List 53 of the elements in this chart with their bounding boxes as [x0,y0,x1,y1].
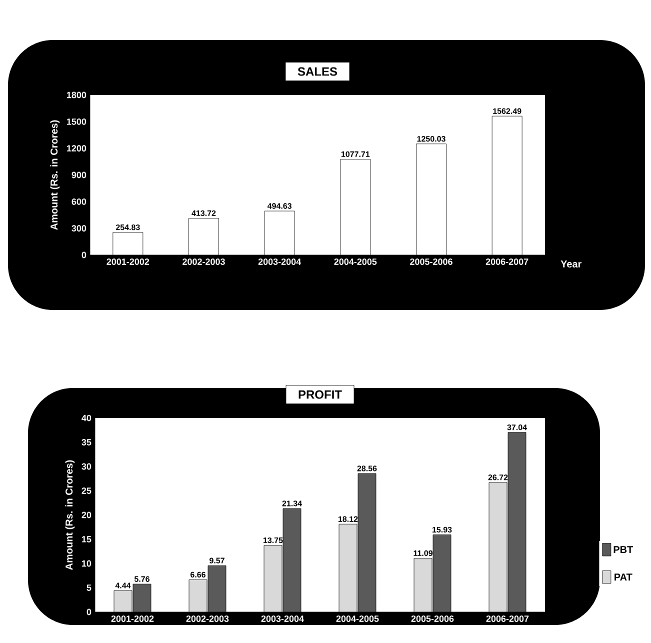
y-tick-label: 900 [72,172,86,178]
legend-label: PBT [614,546,634,553]
x-tick-label: 2005-2006 [411,616,454,622]
data-label: 18.12 [338,516,358,522]
y-tick-label: 1500 [67,118,86,125]
y-tick-label: 30 [82,463,92,470]
data-label: 4.44 [115,582,131,588]
x-tick-label: 2004-2005 [336,616,379,622]
x-tick-label: 2003-2004 [258,258,302,265]
data-label: 15.93 [432,526,452,533]
x-tick-label: 2006-2007 [486,258,528,265]
x-tick-label: 2002-2003 [186,616,229,622]
data-label: 494.63 [267,203,292,209]
data-label: 9.57 [210,558,224,564]
data-label: 13.75 [263,537,283,544]
data-label: 21.34 [282,500,302,506]
y-tick-label: 300 [72,225,86,232]
data-label: 26.72 [488,474,508,480]
data-label: 1562.49 [493,108,522,114]
y-tick-label: 10 [82,560,92,567]
x-axis-title: Year [560,260,582,268]
x-tick-label: 2006-2007 [486,616,529,622]
y-tick-label: 40 [82,414,92,422]
y-tick-label: 5 [86,584,92,591]
data-label: 254.83 [116,224,140,230]
legend-label: PAT [614,574,632,581]
x-tick-label: 2003-2004 [261,616,304,622]
x-tick-label: 2001-2002 [111,616,154,622]
y-tick-label: 0 [86,608,92,616]
y-tick-label: 15 [82,536,92,542]
y-tick-label: 25 [82,488,92,494]
y-axis-title: Amount (Rs. in Crores) [50,120,60,230]
x-tick-label: 2001-2002 [106,258,150,265]
data-label: 1250.03 [417,136,446,142]
x-tick-label: 2004-2005 [334,258,377,265]
data-label: 37.04 [507,424,527,430]
data-label: 413.72 [192,210,216,216]
data-label: 28.56 [357,466,377,472]
chart-title: SALES [298,67,338,76]
x-tick-label: 2002-2003 [182,258,225,265]
data-label: 6.66 [190,572,206,578]
data-label: 11.09 [414,550,432,556]
x-tick-label: 2005-2006 [410,258,452,265]
y-tick-label: 600 [72,198,86,205]
y-axis-title: Amount (Rs. in Crores) [65,460,75,570]
y-tick-label: 1800 [67,92,86,98]
y-tick-label: 0 [82,252,86,258]
y-tick-label: 20 [82,512,92,518]
data-label: 1077.71 [341,151,370,157]
data-label: 5.76 [134,576,150,582]
y-tick-label: 35 [82,439,92,446]
y-tick-label: 1200 [67,145,86,152]
chart-title: PROFIT [298,390,342,399]
